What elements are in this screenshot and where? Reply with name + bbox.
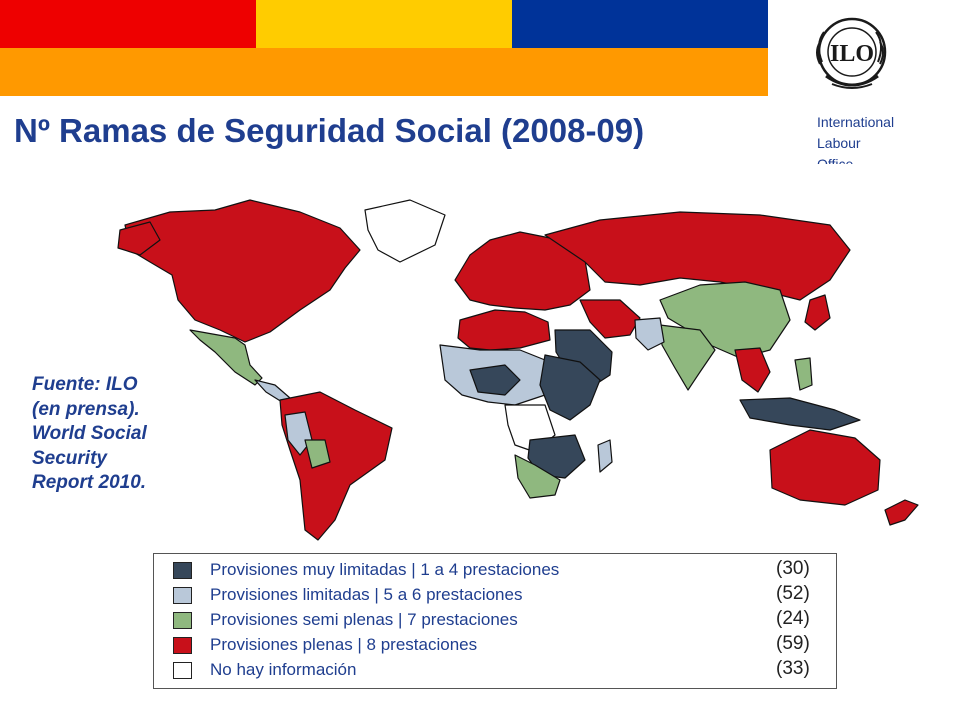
source-line: (en prensa).	[32, 398, 140, 420]
legend-count: (33)	[776, 658, 810, 679]
legend-label: Provisiones plenas | 8 prestaciones	[210, 635, 478, 654]
region-colombia-peru	[284, 411, 313, 456]
org-name-line: International	[817, 114, 895, 130]
org-name-line: Labour	[817, 135, 861, 151]
region-madagascar	[597, 439, 613, 473]
region-china	[659, 281, 791, 359]
page-title: Nº Ramas de Seguridad Social (2008-09)	[14, 112, 645, 149]
region-philippines	[794, 357, 813, 391]
legend-item: Provisiones muy limitadas | 1 a 4 presta…	[173, 558, 823, 582]
source-line: World Social	[32, 423, 147, 444]
region-russia	[544, 211, 851, 301]
legend-item: Provisiones limitadas | 5 a 6 prestacion…	[173, 583, 823, 607]
legend-swatch	[173, 562, 192, 579]
region-greenland	[364, 199, 446, 263]
legend-count: (59)	[776, 633, 810, 654]
legend-swatch	[173, 612, 192, 629]
header-band-yellow	[256, 0, 512, 48]
region-new-zealand	[884, 499, 919, 526]
region-japan	[804, 294, 831, 331]
region-southern-africa	[527, 434, 586, 479]
legend-item: No hay información (33)	[173, 658, 823, 682]
legend-label: No hay información	[210, 660, 357, 679]
org-name-line: Office	[817, 156, 854, 164]
source-line: Report 2010.	[32, 472, 147, 493]
header-band-orange	[0, 48, 768, 96]
world-map	[117, 199, 919, 541]
region-europe	[454, 231, 591, 311]
region-bolivia-paraguay	[304, 439, 331, 469]
region-southeast-asia	[734, 347, 771, 393]
region-canada-usa	[124, 199, 361, 343]
legend-swatch	[173, 587, 192, 604]
header-band-red	[0, 0, 256, 48]
ilo-logo: ILO	[816, 17, 887, 89]
legend-swatch	[173, 637, 192, 654]
source-line: Fuente: ILO	[32, 374, 138, 395]
map-legend: Provisiones muy limitadas | 1 a 4 presta…	[153, 553, 837, 689]
region-australia	[769, 429, 881, 506]
legend-label: Provisiones limitadas | 5 a 6 prestacion…	[210, 585, 523, 604]
region-india	[659, 324, 716, 391]
region-pakistan	[634, 317, 665, 351]
region-east-africa	[539, 354, 601, 421]
legend-item: Provisiones plenas | 8 prestaciones (59)	[173, 633, 823, 657]
region-north-africa	[457, 309, 551, 351]
header-band-blue	[512, 0, 768, 48]
legend-count: (30)	[776, 558, 810, 579]
svg-text:ILO: ILO	[830, 41, 874, 67]
legend-item: Provisiones semi plenas | 7 prestaciones…	[173, 608, 823, 632]
legend-swatch	[173, 662, 192, 679]
region-iran-turkey	[579, 299, 641, 339]
source-note: Fuente: ILO (en prensa). World Social Se…	[32, 373, 192, 496]
legend-count: (52)	[776, 583, 810, 604]
region-sahel	[469, 364, 521, 396]
region-indonesia	[739, 397, 861, 431]
legend-count: (24)	[776, 608, 810, 629]
source-line: Security	[32, 447, 107, 469]
region-south-africa	[514, 454, 561, 499]
region-alaska	[117, 221, 161, 256]
legend-label: Provisiones muy limitadas | 1 a 4 presta…	[210, 560, 560, 579]
legend-label: Provisiones semi plenas | 7 prestaciones	[210, 610, 518, 629]
organization-name: International Labour Office	[817, 112, 937, 164]
